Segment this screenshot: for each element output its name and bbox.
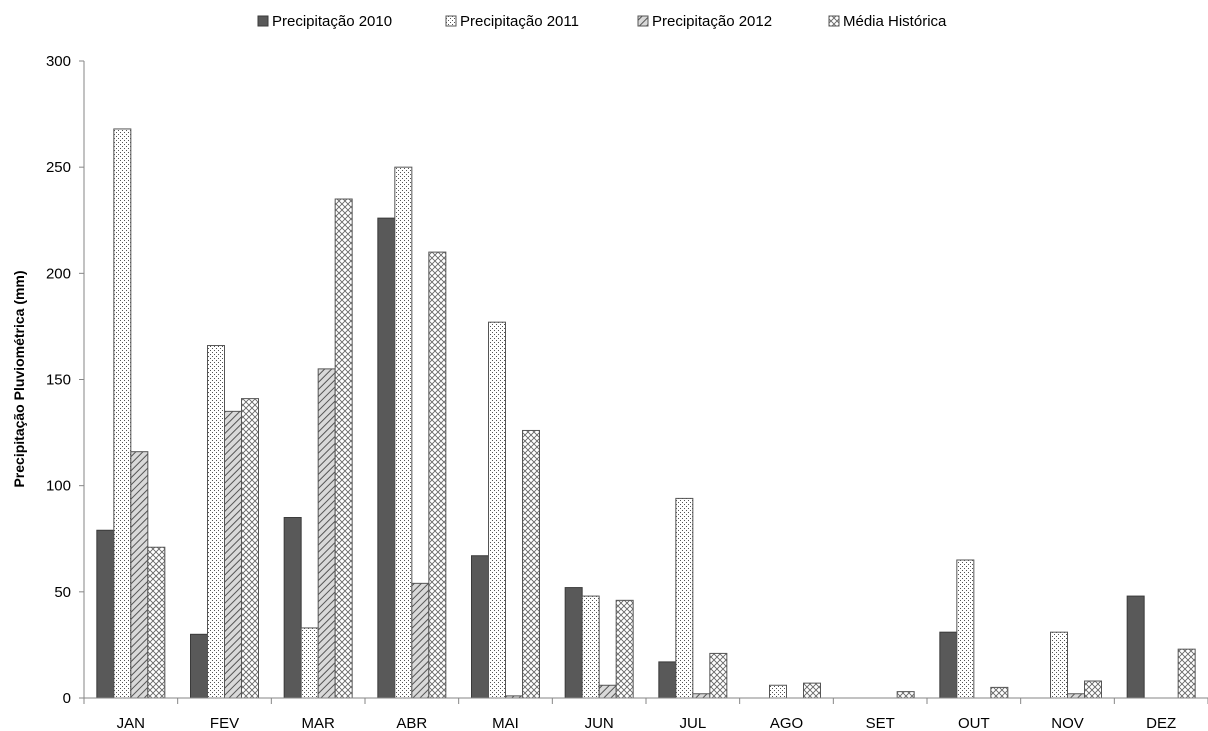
legend-swatch-s4 xyxy=(828,15,840,27)
x-tick-label-jan: JAN xyxy=(117,715,145,731)
bar-s4-mai xyxy=(522,429,540,699)
bar-s4-jun xyxy=(615,599,634,699)
bar-s1-abr xyxy=(377,217,396,699)
y-tick-label: 0 xyxy=(63,690,71,707)
x-tick-label-ago: AGO xyxy=(770,715,803,731)
bar-s1-mar xyxy=(283,517,302,699)
y-tick-label: 200 xyxy=(46,265,71,282)
bar-s4-dez xyxy=(1177,648,1196,699)
bar-s4-jan xyxy=(147,546,166,699)
x-tick-label-out: OUT xyxy=(958,715,990,731)
bar-s2-jul xyxy=(675,497,694,699)
bar-s2-out xyxy=(956,559,975,699)
legend-swatch-s2 xyxy=(445,15,457,27)
bar-s3-jul xyxy=(692,693,711,699)
legend-swatch-s3 xyxy=(637,15,649,27)
bar-s1-out xyxy=(939,631,958,699)
bar-s3-jan xyxy=(130,451,149,699)
x-tick-label-jul: JUL xyxy=(679,715,706,731)
x-tick-label-nov: NOV xyxy=(1051,715,1084,731)
bar-s1-dez xyxy=(1126,595,1145,699)
bars xyxy=(96,128,1196,699)
legend-label-s1: Precipitação 2010 xyxy=(272,13,392,30)
bar-s1-jun xyxy=(564,587,583,699)
x-tick-label-mai: MAI xyxy=(492,715,519,731)
bar-s2-jan xyxy=(113,128,132,699)
x-tick-label-abr: ABR xyxy=(396,715,427,731)
bar-s4-ago xyxy=(803,682,821,699)
bar-s2-fev xyxy=(207,345,225,699)
bar-s4-mar xyxy=(334,198,353,699)
y-axis: 0 50 100 150 200 250 300 xyxy=(46,53,85,707)
y-tick-label: 300 xyxy=(46,53,71,70)
bar-s4-jul xyxy=(709,652,728,699)
bar-s1-jan xyxy=(96,529,115,699)
bar-s4-out xyxy=(990,686,1009,699)
bar-s3-jun xyxy=(598,684,617,699)
bar-s3-abr xyxy=(411,582,430,699)
y-tick-label: 100 xyxy=(46,478,71,495)
bar-s2-nov xyxy=(1050,631,1068,699)
bar-s4-nov xyxy=(1084,680,1102,699)
bar-s1-mai xyxy=(471,555,489,699)
x-tick-label-jun: JUN xyxy=(585,715,614,731)
bar-s3-mar xyxy=(317,368,336,699)
legend-swatch-s1 xyxy=(257,15,269,27)
y-tick-label: 50 xyxy=(54,584,71,601)
x-tick-label-fev: FEV xyxy=(210,715,239,731)
y-axis-title: Precipitação Pluviométrica (mm) xyxy=(11,270,27,487)
bar-s2-mar xyxy=(300,627,319,699)
x-tick-label-mar: MAR xyxy=(301,715,335,731)
bar-s1-fev xyxy=(190,633,208,699)
bar-s4-abr xyxy=(428,251,447,699)
legend-label-s3: Precipitação 2012 xyxy=(652,13,772,30)
bar-s1-jul xyxy=(658,661,677,699)
bar-s2-jun xyxy=(581,595,600,699)
bar-s3-nov xyxy=(1067,693,1085,699)
bar-s3-fev xyxy=(224,410,242,699)
y-tick-label: 250 xyxy=(46,159,71,176)
bar-s2-ago xyxy=(769,684,787,699)
y-tick-label: 150 xyxy=(46,372,71,389)
x-tick-label-set: SET xyxy=(866,715,895,731)
legend: Precipitação 2010 Precipitação 2011 Precip… xyxy=(257,13,947,30)
bar-s2-abr xyxy=(394,166,413,699)
legend-label-s4: Média Histórica xyxy=(843,13,947,30)
x-tick-label-dez: DEZ xyxy=(1146,715,1176,731)
bar-s4-set xyxy=(896,691,915,699)
bar-s2-mai xyxy=(488,321,506,699)
x-axis: JAN FEV MAR ABR MAI JUN JUL AGO SET OUT NOV DEZ xyxy=(83,697,1208,731)
bar-s4-fev xyxy=(241,398,259,699)
legend-label-s2: Precipitação 2011 xyxy=(460,13,579,30)
